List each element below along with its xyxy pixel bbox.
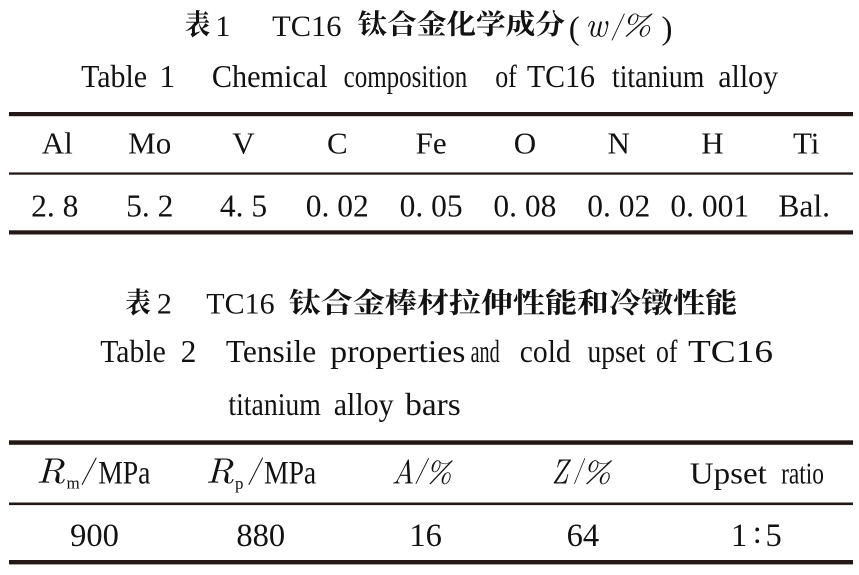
svg-text:TC16: TC16 — [272, 10, 341, 43]
svg-text:V: V — [232, 125, 255, 160]
svg-text:titanium: titanium — [612, 59, 705, 94]
svg-text:0. 08: 0. 08 — [493, 188, 556, 223]
svg-text:Chemical: Chemical — [212, 59, 328, 94]
svg-text:p: p — [235, 474, 244, 493]
svg-text:64: 64 — [567, 518, 600, 554]
svg-text:and: and — [471, 334, 500, 369]
svg-text:Table: Table — [100, 334, 166, 369]
svg-text:composition: composition — [344, 59, 468, 94]
svg-text:Ti: Ti — [793, 125, 820, 160]
svg-text:1: 1 — [159, 59, 175, 94]
svg-text:alloy: alloy — [718, 59, 778, 94]
svg-text:0. 02: 0. 02 — [306, 188, 369, 223]
svg-text:900: 900 — [70, 518, 119, 554]
svg-text:2: 2 — [157, 287, 172, 320]
svg-text:1: 1 — [215, 10, 230, 43]
svg-text:C: C — [327, 125, 348, 160]
svg-text:Table: Table — [81, 59, 147, 94]
svg-text:(: ( — [569, 11, 580, 47]
svg-text:H: H — [701, 125, 723, 160]
svg-text:4. 5: 4. 5 — [220, 188, 267, 223]
svg-text:0. 05: 0. 05 — [400, 188, 463, 223]
svg-text:2: 2 — [181, 334, 197, 369]
svg-text:1: 1 — [731, 518, 747, 554]
svg-text:): ) — [662, 11, 673, 47]
svg-text:TC16: TC16 — [527, 59, 595, 94]
svg-text:titanium: titanium — [228, 387, 321, 422]
svg-text:cold: cold — [520, 334, 571, 369]
svg-text:TC16: TC16 — [688, 334, 773, 369]
svg-text:Bal.: Bal. — [778, 188, 830, 223]
svg-text::: : — [753, 515, 762, 551]
svg-text:of: of — [495, 59, 517, 94]
svg-text:properties: properties — [330, 334, 465, 369]
svg-text:MPa: MPa — [98, 456, 150, 492]
svg-text:Tensile: Tensile — [226, 334, 316, 369]
svg-text:Upset: Upset — [690, 456, 767, 491]
svg-text:TC16: TC16 — [206, 287, 274, 320]
svg-text:N: N — [608, 125, 630, 160]
svg-text:16: 16 — [409, 518, 442, 554]
svg-text:Al: Al — [42, 125, 73, 160]
svg-text:Fe: Fe — [416, 125, 447, 160]
svg-text:O: O — [514, 125, 536, 160]
svg-text:Mo: Mo — [128, 125, 171, 160]
svg-text:upset: upset — [588, 334, 646, 369]
svg-text:MPa: MPa — [264, 456, 316, 492]
svg-text:0. 02: 0. 02 — [587, 188, 650, 223]
svg-text:of: of — [656, 334, 678, 369]
svg-text:880: 880 — [236, 518, 285, 554]
svg-text:ratio: ratio — [781, 456, 824, 491]
svg-text:5: 5 — [766, 518, 782, 554]
svg-text:m: m — [67, 474, 80, 493]
svg-text:2. 8: 2. 8 — [31, 188, 78, 223]
svg-text:0. 001: 0. 001 — [670, 188, 749, 223]
svg-text:alloy: alloy — [334, 387, 394, 422]
svg-text:bars: bars — [405, 387, 461, 422]
svg-text:5. 2: 5. 2 — [126, 188, 173, 223]
